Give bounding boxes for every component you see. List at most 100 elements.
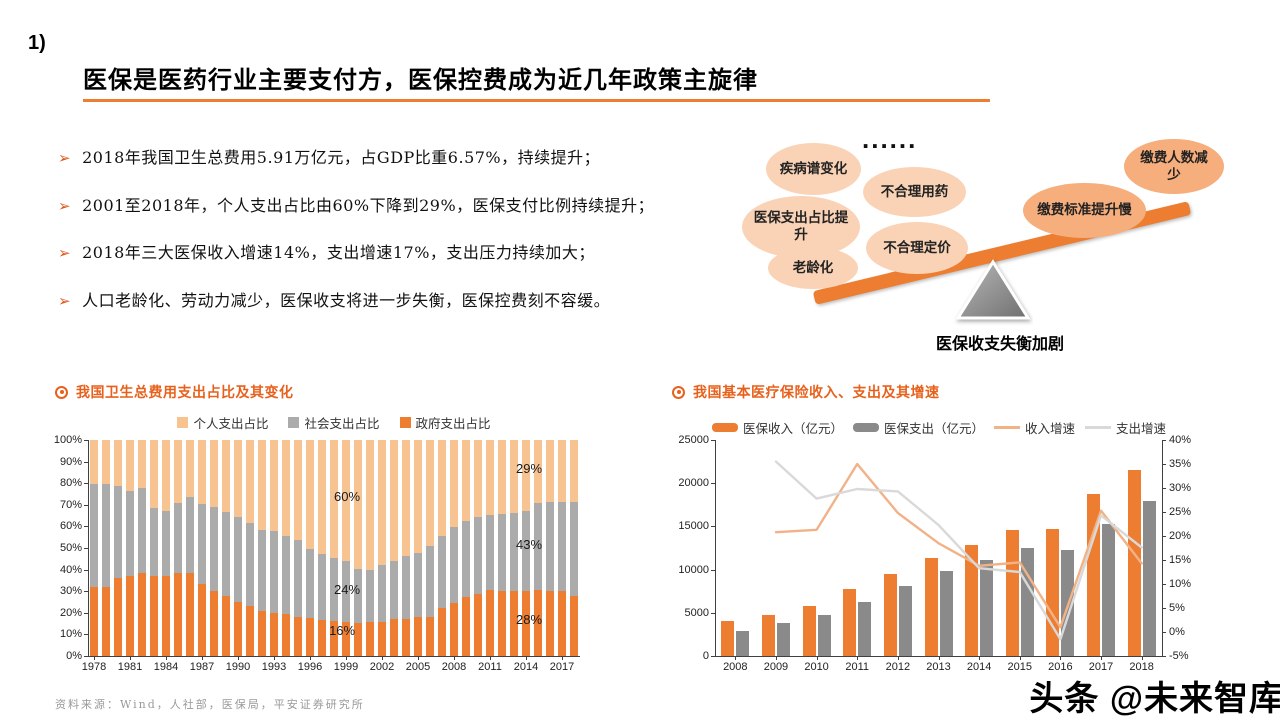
segment-social bbox=[534, 503, 542, 591]
y-tick-label-right: 40% bbox=[1169, 434, 1192, 446]
segment-social bbox=[474, 516, 482, 594]
x-tick-label: 2011 bbox=[478, 661, 502, 673]
legend-item: 医保收入（亿元） bbox=[711, 418, 843, 437]
segment-personal bbox=[138, 440, 146, 488]
segment-government bbox=[426, 616, 434, 656]
x-tick-mark bbox=[775, 656, 777, 660]
x-tick-mark bbox=[897, 656, 899, 660]
left-chart-legend: 个人支出占比 社会支出占比 政府支出占比 bbox=[88, 413, 580, 432]
segment-government bbox=[306, 618, 314, 656]
segment-government bbox=[402, 619, 410, 656]
seesaw-bubble: 老龄化 bbox=[768, 247, 858, 289]
income-bar bbox=[1087, 493, 1101, 656]
stacked-bar bbox=[220, 440, 232, 656]
segment-social bbox=[258, 529, 266, 611]
y-tick-label: 100% bbox=[53, 434, 82, 446]
expense-growth-line bbox=[774, 460, 1143, 641]
segment-social bbox=[498, 514, 506, 592]
segment-personal bbox=[498, 440, 506, 515]
stacked-bar bbox=[340, 440, 352, 656]
right-chart-legend: 医保收入（亿元） 医保支出（亿元） 收入增速 支出增速 bbox=[700, 418, 1178, 437]
income-bar bbox=[924, 558, 938, 656]
segment-government bbox=[570, 595, 578, 656]
segment-social bbox=[462, 520, 470, 597]
right-chart-left-axis bbox=[715, 440, 716, 657]
y-tick-label-right: 35% bbox=[1169, 458, 1192, 470]
y-tick-mark bbox=[84, 656, 88, 657]
stacked-bar bbox=[508, 440, 520, 656]
y-tick-label: 60% bbox=[59, 520, 82, 533]
segment-social bbox=[222, 512, 230, 596]
bullet-item: ➢ 2018年三大医保收入增速14%，支出增速17%，支出压力持续加大； bbox=[58, 242, 748, 265]
segment-social bbox=[558, 502, 566, 592]
y-tick-mark bbox=[1162, 656, 1166, 657]
y-tick-mark bbox=[1162, 440, 1166, 441]
left-chart-header: 我国卫生总费用支出占比及其变化 bbox=[55, 382, 294, 402]
segment-personal bbox=[462, 440, 470, 521]
x-tick-label: 2010 bbox=[804, 661, 829, 673]
segment-personal bbox=[378, 440, 386, 565]
y-tick-label: 10% bbox=[59, 628, 82, 641]
y-tick-mark bbox=[84, 526, 88, 528]
segment-personal bbox=[450, 440, 458, 528]
seesaw-bubble: 不合理用药 bbox=[863, 167, 966, 217]
stacked-bar bbox=[328, 440, 340, 656]
segment-social bbox=[246, 523, 254, 607]
segment-social bbox=[150, 508, 158, 577]
segment-government bbox=[330, 621, 338, 656]
segment-government bbox=[474, 593, 482, 656]
y-tick-mark bbox=[711, 612, 715, 614]
legend-label: 个人支出占比 bbox=[193, 417, 269, 431]
segment-personal bbox=[282, 440, 290, 537]
legend-swatch bbox=[852, 423, 879, 432]
seesaw-fulcrum-triangle bbox=[955, 259, 1031, 320]
bullseye-icon bbox=[672, 385, 685, 399]
bullet-item: ➢ 2001至2018年，个人支出占比由60%下降到29%，医保支付比例持续提升； bbox=[58, 195, 748, 218]
right-chart-right-axis bbox=[1162, 440, 1163, 657]
segment-personal bbox=[402, 440, 410, 557]
seesaw-bubble: 疾病谱变化 bbox=[766, 143, 861, 195]
segment-government bbox=[114, 578, 122, 656]
x-tick-label: 2015 bbox=[1007, 661, 1032, 673]
segment-government bbox=[174, 572, 182, 656]
segment-government bbox=[558, 591, 566, 656]
segment-social bbox=[234, 517, 242, 602]
y-tick-mark bbox=[711, 483, 715, 485]
segment-personal bbox=[210, 440, 218, 507]
bar-group bbox=[796, 440, 837, 656]
stacked-bar bbox=[232, 440, 244, 656]
segment-government bbox=[90, 586, 98, 656]
segment-government bbox=[522, 591, 530, 656]
left-x-axis-line bbox=[88, 656, 580, 657]
expense-bar bbox=[939, 571, 953, 656]
segment-personal bbox=[570, 440, 578, 502]
x-tick-label: 1978 bbox=[81, 661, 107, 673]
bullseye-icon bbox=[55, 385, 68, 399]
stacked-bar bbox=[496, 440, 508, 656]
segment-government bbox=[150, 576, 158, 656]
stacked-bar bbox=[364, 440, 376, 656]
segment-social bbox=[282, 536, 290, 614]
segment-personal bbox=[330, 440, 338, 559]
x-tick-mark bbox=[526, 656, 527, 660]
y-tick-label-left: 5000 bbox=[684, 606, 709, 619]
segment-social bbox=[354, 568, 362, 623]
segment-social bbox=[390, 560, 398, 620]
data-label: 60% bbox=[334, 489, 361, 505]
bullet-text: 2018年三大医保收入增速14%，支出增速17%，支出压力持续加大； bbox=[82, 243, 595, 262]
segment-government bbox=[246, 606, 254, 656]
segment-personal bbox=[438, 440, 446, 536]
segment-social bbox=[450, 527, 458, 603]
segment-government bbox=[210, 591, 218, 656]
segment-personal bbox=[522, 440, 530, 511]
stacked-bar bbox=[316, 440, 328, 656]
income-bar bbox=[1005, 529, 1019, 656]
x-tick-label: 2018 bbox=[1129, 661, 1154, 673]
y-tick-label-left: 15000 bbox=[678, 520, 709, 533]
stacked-bar bbox=[148, 440, 160, 656]
stacked-bar bbox=[412, 440, 424, 656]
bullet-list: ➢ 2018年我国卫生总费用5.91万亿元，占GDP比重6.57%，持续提升； ➢ 2… bbox=[58, 147, 748, 337]
growth-lines bbox=[774, 460, 1143, 641]
y-tick-mark bbox=[1162, 464, 1166, 465]
segment-personal bbox=[102, 440, 110, 485]
